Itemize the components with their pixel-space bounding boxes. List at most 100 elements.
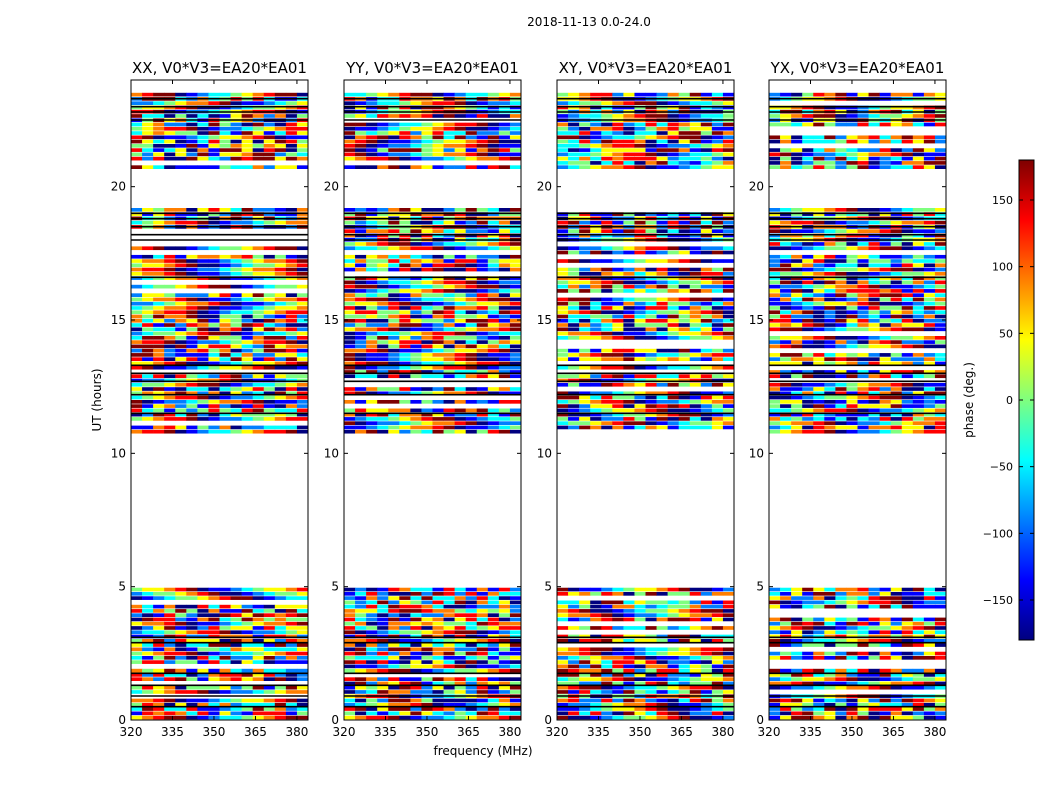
heatmap-cell	[142, 400, 153, 404]
heatmap-cell	[164, 221, 175, 225]
heatmap-cell	[410, 677, 421, 681]
heatmap-cell	[568, 153, 579, 157]
heatmap-cell	[286, 140, 297, 144]
heatmap-cell	[579, 123, 590, 127]
heatmap-cell	[813, 417, 824, 421]
heatmap-cell	[813, 592, 824, 596]
heatmap-cell	[891, 417, 902, 421]
heatmap-cell	[612, 310, 623, 314]
heatmap-cell	[723, 716, 734, 720]
heatmap-cell	[275, 387, 286, 391]
heatmap-cell	[264, 400, 275, 404]
heatmap-cell	[220, 404, 231, 408]
heatmap-cell	[891, 669, 902, 673]
heatmap-cell	[634, 332, 645, 336]
heatmap-cell	[208, 383, 219, 387]
heatmap-cell	[164, 148, 175, 152]
heatmap-cell	[623, 400, 634, 404]
heatmap-cell	[646, 323, 657, 327]
heatmap-cell	[366, 319, 377, 323]
x-tick-label: 365	[244, 725, 267, 739]
heatmap-cell	[802, 711, 813, 715]
heatmap-cell	[712, 669, 723, 673]
heatmap-cell	[153, 246, 164, 250]
heatmap-cell	[712, 306, 723, 310]
heatmap-cell	[242, 246, 253, 250]
heatmap-cell	[590, 626, 601, 630]
heatmap-cell	[510, 165, 521, 169]
heatmap-cell	[723, 652, 734, 656]
heatmap-cell	[924, 421, 935, 425]
heatmap-cell	[657, 677, 668, 681]
heatmap-cell	[421, 293, 432, 297]
heatmap-cell	[131, 101, 142, 105]
heatmap-cell	[231, 259, 242, 263]
heatmap-cell	[880, 592, 891, 596]
heatmap-cell	[444, 345, 455, 349]
heatmap-cell	[377, 426, 388, 430]
heatmap-cell	[701, 417, 712, 421]
heatmap-cell	[455, 618, 466, 622]
heatmap-cell	[433, 131, 444, 135]
heatmap-cell	[421, 426, 432, 430]
heatmap-cell	[657, 404, 668, 408]
heatmap-cell	[297, 315, 308, 319]
heatmap-cell	[433, 221, 444, 225]
heatmap-cell	[623, 306, 634, 310]
heatmap-cell	[264, 609, 275, 613]
heatmap-cell	[366, 332, 377, 336]
heatmap-cell	[455, 293, 466, 297]
heatmap-cell	[466, 669, 477, 673]
heatmap-cell	[175, 400, 186, 404]
heatmap-cell	[657, 400, 668, 404]
heatmap-cell	[433, 327, 444, 331]
heatmap-cell	[197, 366, 208, 370]
heatmap-cell	[231, 643, 242, 647]
heatmap-cell	[668, 652, 679, 656]
heatmap-cell	[410, 298, 421, 302]
heatmap-cell	[344, 153, 355, 157]
heatmap-cell	[880, 417, 891, 421]
heatmap-cell	[410, 289, 421, 293]
heatmap-cell	[142, 357, 153, 361]
x-tick-label: 320	[333, 725, 356, 739]
heatmap-cell	[557, 605, 568, 609]
heatmap-cell	[579, 302, 590, 306]
heatmap-cell	[433, 643, 444, 647]
heatmap-cell	[846, 652, 857, 656]
heatmap-cell	[253, 353, 264, 357]
heatmap-cell	[701, 221, 712, 225]
heatmap-cell	[679, 246, 690, 250]
heatmap-cell	[231, 319, 242, 323]
heatmap-cell	[164, 417, 175, 421]
heatmap-cell	[220, 596, 231, 600]
heatmap-cell	[499, 153, 510, 157]
heatmap-cell	[466, 409, 477, 413]
heatmap-cell	[510, 430, 521, 434]
heatmap-cell	[780, 716, 791, 720]
heatmap-cell	[433, 242, 444, 246]
heatmap-cell	[712, 327, 723, 331]
heatmap-cell	[231, 349, 242, 353]
heatmap-cell	[444, 157, 455, 161]
heatmap-cell	[388, 242, 399, 246]
heatmap-cell	[253, 430, 264, 434]
heatmap-cell	[164, 409, 175, 413]
heatmap-cell	[679, 353, 690, 357]
heatmap-cell	[366, 357, 377, 361]
heatmap-cell	[242, 430, 253, 434]
heatmap-cell	[220, 327, 231, 331]
heatmap-cell	[712, 140, 723, 144]
heatmap-cell	[455, 310, 466, 314]
heatmap-cell	[657, 327, 668, 331]
heatmap-cell	[355, 281, 366, 285]
heatmap-cell	[612, 669, 623, 673]
heatmap-cell	[344, 609, 355, 613]
heatmap-cell	[510, 127, 521, 131]
heatmap-cell	[242, 404, 253, 408]
heatmap-cell	[780, 592, 791, 596]
heatmap-cell	[153, 426, 164, 430]
heatmap-cell	[590, 127, 601, 131]
heatmap-cell	[421, 601, 432, 605]
heatmap-cell	[499, 400, 510, 404]
